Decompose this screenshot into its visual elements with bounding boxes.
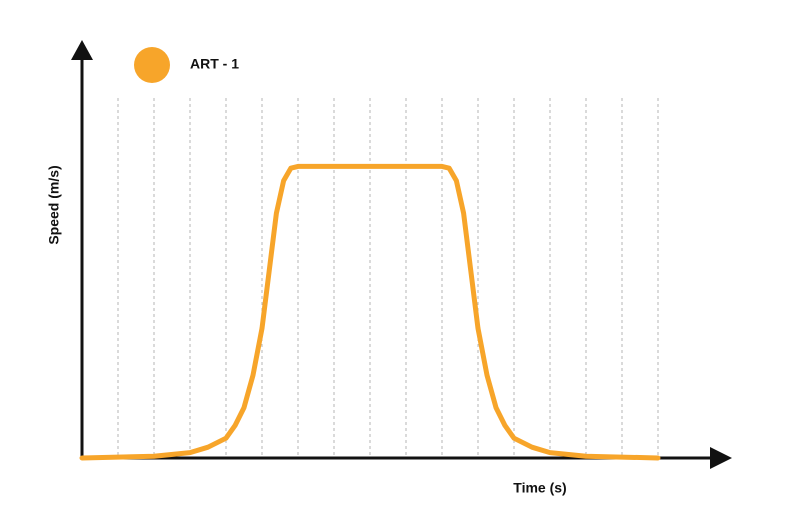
y-axis-arrow (71, 40, 93, 60)
y-axis-label: Speed (m/s) (46, 165, 62, 244)
x-axis-arrow (710, 447, 732, 469)
legend-marker (134, 47, 170, 83)
legend-label: ART - 1 (190, 56, 239, 72)
line-series (79, 163, 661, 461)
x-axis-label: Time (s) (513, 480, 566, 496)
